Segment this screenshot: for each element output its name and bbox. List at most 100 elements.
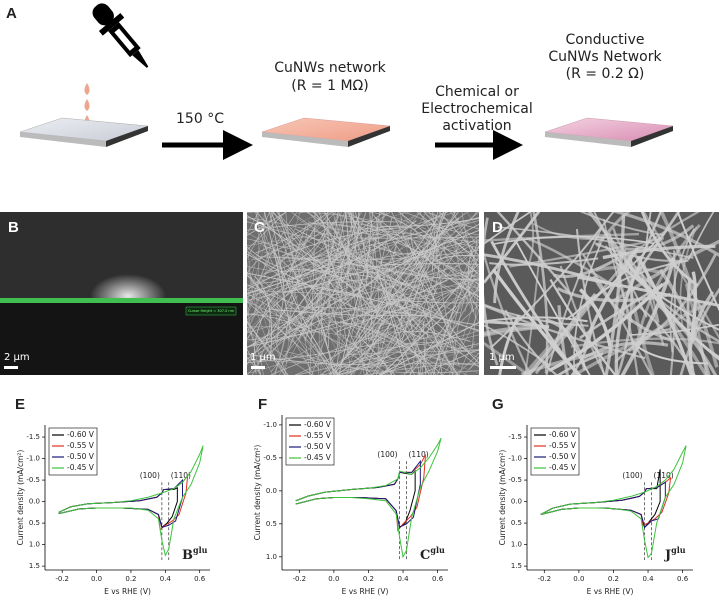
fiber: [331, 324, 426, 375]
activation-label: Chemical or: [435, 84, 519, 100]
sample-label: Jglu: [664, 545, 686, 563]
legend-label: -0.45 V: [549, 463, 577, 472]
fiber: [321, 221, 479, 243]
y-tick-label: 0.0: [29, 498, 40, 506]
fiber: [378, 321, 479, 375]
fiber: [247, 215, 356, 292]
fiber: [442, 309, 479, 375]
fiber: [247, 221, 337, 243]
scale-bar: [490, 366, 516, 369]
fiber: [371, 212, 404, 329]
fiber: [273, 248, 339, 375]
fiber: [417, 348, 479, 375]
y-tick-label: 0.5: [266, 520, 277, 528]
fiber: [415, 270, 479, 278]
fiber: [387, 332, 430, 375]
fiber: [276, 212, 341, 287]
fibers: [247, 212, 479, 375]
x-tick-label: 0.2: [125, 575, 136, 583]
fiber: [318, 355, 391, 375]
fiber: [438, 255, 479, 261]
fiber: [247, 326, 264, 375]
fiber: [247, 238, 303, 252]
fiber: [247, 299, 262, 375]
fiber: [429, 212, 479, 268]
fiber: [645, 212, 652, 252]
fiber: [679, 226, 698, 332]
fiber: [521, 324, 573, 375]
fiber: [247, 236, 377, 290]
fiber: [275, 258, 279, 322]
fiber: [636, 255, 693, 375]
fiber: [405, 234, 479, 298]
legend-label: -0.60 V: [304, 420, 332, 429]
fiber: [247, 278, 366, 302]
fiber: [247, 273, 283, 313]
y-axis-label: Current density (mA/cm²): [253, 445, 262, 541]
fiber: [387, 298, 479, 304]
fiber: [553, 252, 627, 279]
fiber: [419, 212, 447, 282]
fiber: [379, 233, 432, 358]
fiber: [322, 276, 343, 334]
fiber: [686, 277, 696, 375]
fiber: [260, 235, 370, 284]
fiber: [247, 262, 333, 294]
y-tick-label: 0.5: [511, 519, 522, 527]
panel-label: D: [492, 219, 503, 236]
fiber: [311, 263, 344, 375]
fiber: [314, 257, 320, 375]
legend: -0.60 V -0.55 V -0.50 V -0.45 V: [530, 427, 580, 476]
scale-bar-label: 1 µm: [489, 352, 515, 363]
fiber: [579, 212, 664, 236]
fiber: [263, 251, 307, 303]
fiber: [400, 212, 479, 292]
legend-label: -0.45 V: [67, 463, 95, 472]
fiber: [403, 235, 479, 273]
fiber: [593, 212, 648, 318]
fiber: [343, 278, 479, 288]
cv-curve: [540, 481, 666, 529]
fiber: [298, 281, 331, 339]
fiber: [378, 212, 440, 252]
sample-letter: C: [420, 548, 430, 563]
conductive-label: CuNWs Network: [548, 49, 662, 65]
panel-label: G: [492, 396, 504, 413]
fiber: [402, 212, 443, 230]
panel-label: B: [8, 219, 19, 236]
x-tick-label: -0.2: [55, 575, 69, 583]
fiber: [484, 253, 621, 288]
x-tick-label: 0.4: [642, 575, 654, 583]
scale-bar: [4, 366, 18, 369]
fiber: [372, 212, 439, 375]
x-tick-label: 0.6: [677, 575, 689, 583]
x-tick-label: 0.6: [432, 575, 444, 583]
legend-label: -0.55 V: [549, 441, 577, 450]
fiber: [410, 229, 438, 294]
fiber: [260, 291, 335, 375]
reference-label: (110): [654, 471, 674, 480]
fiber: [247, 212, 273, 303]
fiber: [309, 212, 367, 342]
fiber: [509, 237, 665, 268]
fiber: [293, 314, 333, 375]
fiber: [247, 217, 346, 240]
fiber: [374, 247, 479, 314]
x-axis-label: E vs RHE (V): [587, 587, 634, 596]
fiber: [374, 223, 479, 278]
fiber: [321, 296, 370, 375]
fiber: [338, 247, 371, 375]
fiber: [602, 244, 716, 260]
legend: -0.60 V -0.55 V -0.50 V -0.45 V: [285, 417, 335, 466]
fiber: [375, 218, 415, 375]
fiber: [408, 268, 465, 301]
y-tick-label: -0.5: [508, 476, 522, 484]
cv-curve: [295, 437, 442, 559]
fiber: [367, 246, 479, 352]
fiber: [431, 212, 445, 273]
fiber: [285, 236, 412, 375]
fiber: [334, 212, 372, 375]
cv-curve: [540, 445, 687, 559]
fiber: [262, 212, 337, 276]
substrate-coated: [261, 117, 391, 147]
